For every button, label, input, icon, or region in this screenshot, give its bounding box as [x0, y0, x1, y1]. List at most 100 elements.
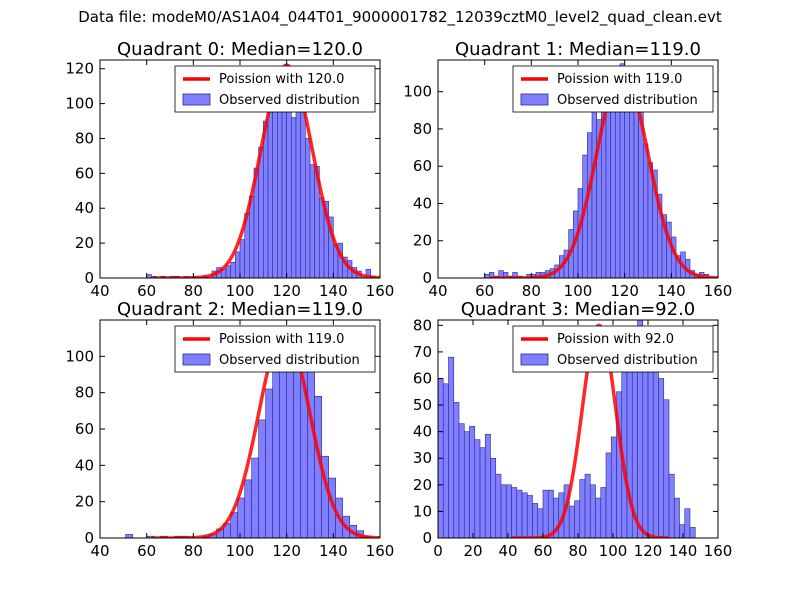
legend-label-fit: Poission with 120.0 [219, 72, 344, 87]
histogram-bar [265, 388, 273, 538]
histogram-bar [679, 524, 686, 538]
histogram-bar [458, 423, 465, 538]
histogram-bar [239, 239, 245, 278]
y-tick-label: 60 [75, 164, 94, 182]
legend: Poission with 119.0 Observed distribution [512, 65, 714, 113]
histogram-bar [587, 132, 593, 278]
histogram-bar [633, 98, 639, 278]
y-tick-label: 0 [422, 269, 432, 287]
x-tick-label: 140 [319, 542, 348, 560]
histogram-bar [626, 370, 633, 538]
x-tick-label: 100 [226, 282, 255, 300]
legend-label-observed: Observed distribution [557, 353, 698, 368]
histogram-bar [537, 508, 544, 538]
y-tick-label: 80 [413, 120, 432, 138]
figure-title: Data file: modeM0/AS1A04_044T01_90000017… [78, 8, 722, 26]
legend-bar-swatch [520, 93, 549, 106]
histogram-bar [647, 351, 654, 538]
histogram-bar [574, 500, 581, 538]
histogram-bar [521, 492, 528, 538]
histogram-bar [244, 479, 252, 538]
x-tick-label: 140 [657, 282, 686, 300]
histogram-bar [319, 197, 325, 278]
legend-label-fit: Poission with 92.0 [557, 332, 674, 347]
y-tick-label: 60 [413, 157, 432, 175]
x-tick-label: 160 [704, 542, 733, 560]
histogram-bar [511, 487, 518, 538]
y-tick-label: 0 [84, 529, 94, 547]
histogram-bar [663, 399, 670, 538]
histogram-bar [484, 273, 490, 278]
histogram-bar [568, 505, 575, 538]
x-tick-label: 120 [272, 282, 301, 300]
y-tick-label: 80 [75, 129, 94, 147]
histogram-bar [591, 108, 597, 278]
x-tick-label: 140 [669, 542, 698, 560]
y-tick-label: 100 [403, 83, 432, 101]
y-tick-label: 80 [75, 384, 94, 402]
legend: Poission with 120.0 Observed distribution [174, 65, 376, 113]
x-tick-label: 80 [184, 542, 203, 560]
histogram-bar [684, 508, 691, 538]
legend-label-fit: Poission with 119.0 [219, 332, 344, 347]
x-tick-label: 80 [568, 542, 587, 560]
histogram-bar [258, 146, 264, 278]
histogram-bar [258, 419, 266, 538]
histogram-bar [291, 117, 297, 278]
histogram-bars [125, 332, 371, 538]
x-tick-label: 120 [634, 542, 663, 560]
x-tick-label: 80 [522, 282, 541, 300]
subplot-quadrant-3: 0 20 40 60 80 100 120 140 160 0 10 20 30 40 50 60 70 80 Qu… [413, 299, 732, 560]
histogram-bar [267, 96, 273, 278]
histogram-bar [125, 534, 133, 538]
histogram-bar [516, 489, 523, 538]
histogram-bar [442, 383, 449, 538]
legend-label-observed: Observed distribution [219, 353, 360, 368]
histogram-bar [448, 356, 455, 538]
y-tick-label: 20 [75, 234, 94, 252]
y-tick-label: 60 [413, 369, 432, 387]
y-tick-label: 10 [413, 502, 432, 520]
x-tick-label: 160 [366, 542, 395, 560]
x-tick-label: 60 [475, 282, 494, 300]
histogram-bar [263, 120, 269, 278]
subplot-title: Quadrant 3: Median=92.0 [461, 299, 696, 320]
x-tick-label: 60 [533, 542, 552, 560]
histogram-bar [668, 473, 675, 538]
histogram-bar [230, 262, 236, 278]
histogram-bar [286, 105, 292, 278]
histogram-bar [146, 274, 152, 278]
histogram-bar [532, 503, 539, 538]
y-tick-label: 20 [413, 476, 432, 494]
legend-bar-swatch [182, 93, 211, 106]
y-tick-label: 40 [413, 194, 432, 212]
histogram-bar [272, 370, 280, 538]
histogram-bar [474, 439, 481, 538]
y-tick-label: 60 [75, 420, 94, 438]
y-tick-label: 0 [84, 269, 94, 287]
subplot-title: Quadrant 2: Median=119.0 [117, 299, 363, 320]
x-tick-label: 140 [319, 282, 348, 300]
x-tick-label: 160 [704, 282, 733, 300]
histogram-bar [237, 497, 245, 538]
histogram-bar [309, 164, 315, 278]
y-tick-label: 70 [413, 343, 432, 361]
histogram-bar [479, 447, 486, 538]
histogram-bar [295, 94, 301, 278]
y-tick-label: 40 [75, 456, 94, 474]
y-tick-label: 80 [413, 316, 432, 334]
y-tick-label: 50 [413, 396, 432, 414]
histogram-bar [579, 479, 586, 538]
subplot-title: Quadrant 1: Median=119.0 [455, 39, 701, 60]
histogram-bar [589, 484, 596, 538]
legend-bar-swatch [182, 353, 211, 366]
histogram-bar [584, 473, 591, 538]
histogram-bar [251, 457, 259, 538]
histogram-bar [547, 489, 554, 538]
subplot-quadrant-1: 40 60 80 100 120 140 160 0 20 40 60 80 100 Quadrant 1… [403, 39, 732, 300]
x-tick-label: 120 [610, 282, 639, 300]
x-tick-label: 120 [272, 542, 301, 560]
histogram-bar [642, 356, 649, 538]
histogram-bar [658, 378, 665, 538]
